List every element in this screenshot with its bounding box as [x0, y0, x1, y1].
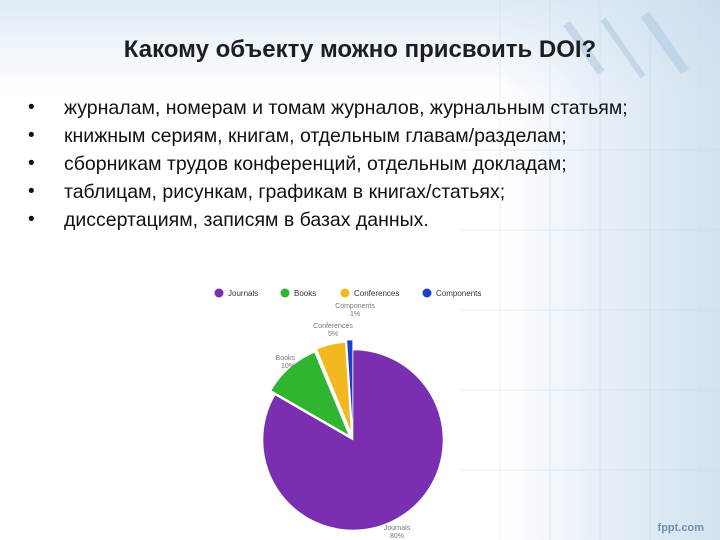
data-label-value: 10% [281, 363, 295, 370]
data-label-value: 80% [390, 533, 404, 540]
background-pen-decoration [563, 11, 690, 79]
legend-marker [422, 288, 432, 298]
data-label-name: Components [335, 303, 375, 310]
pie-slices [262, 339, 444, 531]
legend-label: Components [436, 289, 481, 298]
legend-marker [280, 288, 290, 298]
background-right-gradient [500, 0, 720, 540]
slide-title: Какому объекту можно присвоить DOI? [123, 36, 597, 63]
bullet-list: журналам, номерам и томам журналов, журн… [28, 94, 678, 234]
doi-pie-chart: Journals Books Conferences Components Journ… [214, 288, 481, 540]
fppt-logo: fppt.com [657, 522, 704, 534]
chart-legend: Journals Books Conferences Components [214, 288, 481, 298]
pie-slice-components [346, 339, 353, 431]
data-label-name: Conferences [313, 323, 353, 330]
legend-label: Journals [228, 289, 258, 298]
bullet-item: книжным сериям, книгам, отдельным главам… [28, 122, 678, 150]
data-label-value: 1% [350, 311, 360, 318]
data-label-value: 5% [328, 331, 338, 338]
bullet-item: сборникам трудов конференций, отдельным … [28, 150, 678, 178]
bullet-item: таблицам, рисункам, графикам в книгах/ст… [28, 178, 678, 206]
legend-marker [214, 288, 224, 298]
legend-marker [340, 288, 350, 298]
legend-label: Conferences [354, 289, 399, 298]
bullet-item: диссертациям, записям в базах данных. [28, 206, 678, 234]
data-label-name: Books [276, 355, 296, 362]
bullet-item: журналам, номерам и томам журналов, журн… [28, 94, 678, 122]
pie-slice-books [270, 351, 350, 437]
data-label-name: Journals [384, 525, 411, 532]
pie-slice-journals [262, 349, 444, 531]
legend-label: Books [294, 289, 316, 298]
pie-slice-conferences [316, 342, 352, 433]
